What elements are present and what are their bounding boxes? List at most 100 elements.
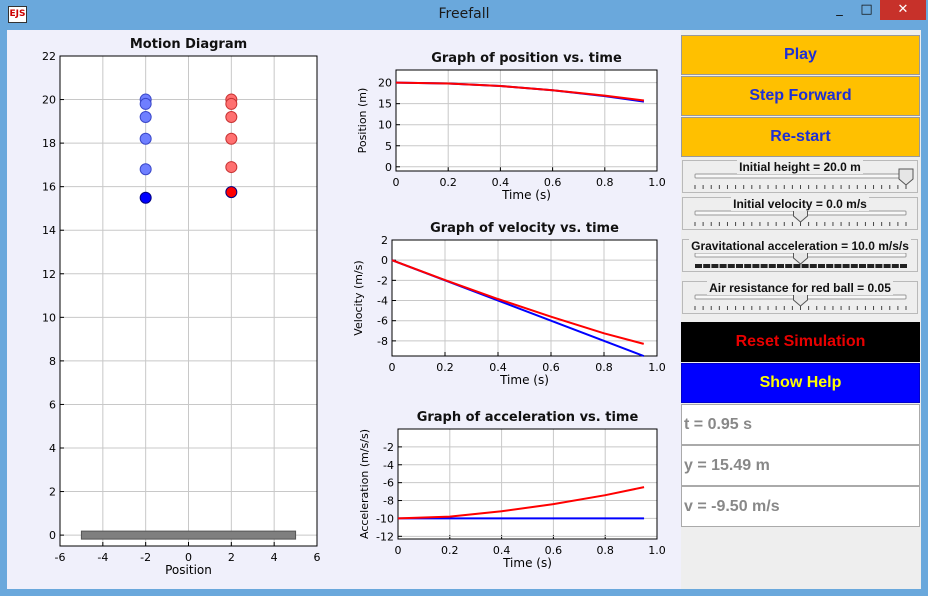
gravity-slider[interactable]: Gravitational acceleration = 10.0 m/s/s (682, 239, 918, 272)
slider-mark (818, 264, 825, 268)
velocity-readout: v = -9.50 m/s (681, 486, 920, 527)
x-axis-label: Position (165, 563, 212, 577)
slider-mark (695, 264, 702, 268)
y-tick-label: 2 (381, 234, 388, 247)
x-tick-label: 0.8 (596, 176, 614, 189)
plot-area: -6 -4 -2 0 2 4 6 0 2 4 6 8 10 12 14 16 18 20 22 Motion Diag… (7, 30, 681, 589)
slider-track[interactable] (683, 161, 917, 192)
y-axis-label: Position (m) (356, 88, 369, 154)
window-title: Freefall (438, 6, 490, 22)
y-tick-label: -12 (376, 530, 394, 543)
slider-mark (711, 264, 719, 268)
slider-mark (859, 264, 866, 268)
y-tick-label: 6 (49, 398, 56, 411)
slider-mark (883, 264, 891, 268)
x-tick-label: 0.6 (545, 544, 563, 557)
step-forward-button[interactable]: Step Forward (681, 76, 920, 116)
slider-mark (875, 264, 883, 268)
x-tick-label: 0.8 (596, 544, 614, 557)
blue-ball-marker (139, 163, 152, 176)
slider-mark (900, 264, 907, 268)
close-button[interactable]: ✕ (880, 0, 926, 20)
blue-ball-marker (139, 97, 152, 110)
x-tick-label: 0 (395, 544, 402, 557)
plot-background (398, 429, 657, 539)
slider-mark (793, 264, 801, 268)
plot-frame (391, 239, 658, 357)
blue-ball-marker (139, 110, 152, 123)
slider-track[interactable] (683, 240, 917, 271)
height-readout: y = 15.49 m (681, 445, 920, 486)
slider-mark (752, 264, 760, 268)
restart-button[interactable]: Re-start (681, 117, 920, 157)
x-tick-label: 0.8 (595, 361, 613, 374)
x-tick-label: -4 (97, 551, 108, 564)
red-ball-marker (225, 110, 238, 123)
x-axis-label: Time (s) (501, 188, 551, 202)
plot-background (396, 70, 657, 171)
slider-label: Initial height = 20.0 m (737, 160, 863, 174)
red-ball-marker (225, 186, 238, 199)
plot-frame (395, 69, 658, 172)
slider-label: Air resistance for red ball = 0.05 (707, 281, 893, 295)
x-axis-label: Time (s) (499, 373, 549, 387)
y-tick-label: -2 (383, 441, 394, 454)
y-tick-label: 20 (42, 94, 56, 107)
x-tick-label: 0.4 (493, 544, 511, 557)
slider-mark (826, 264, 834, 268)
air-resistance-slider[interactable]: Air resistance for red ball = 0.05 (682, 281, 918, 314)
y-tick-label: 8 (49, 355, 56, 368)
slider-mark (842, 264, 850, 268)
app-icon: EJS (8, 6, 27, 23)
y-tick-label: 16 (42, 181, 56, 194)
minimize-button[interactable]: _ (836, 2, 843, 17)
y-tick-label: 14 (42, 224, 56, 237)
slider-mark (719, 264, 727, 268)
chart-title: Graph of position vs. time (431, 51, 622, 66)
x-tick-label: -2 (140, 551, 151, 564)
x-tick-label: 2 (228, 551, 235, 564)
y-tick-label: 4 (49, 442, 56, 455)
plot-frame (397, 428, 658, 540)
slider-mark (867, 264, 875, 268)
slider-track[interactable] (683, 282, 917, 313)
initial-height-slider[interactable]: Initial height = 20.0 m (682, 160, 918, 193)
x-tick-label: 0 (389, 361, 396, 374)
play-button[interactable]: Play (681, 35, 920, 75)
x-tick-label: 0.4 (489, 361, 507, 374)
client-area: -6 -4 -2 0 2 4 6 0 2 4 6 8 10 12 14 16 18 20 22 Motion Diag… (7, 30, 921, 589)
x-tick-label: 0.2 (439, 176, 457, 189)
y-tick-label: -8 (383, 495, 394, 508)
slider-mark (727, 264, 735, 268)
y-tick-label: 12 (42, 268, 56, 281)
plot-background (392, 240, 657, 356)
y-tick-label: -8 (377, 335, 388, 348)
x-tick-label: 0.6 (542, 361, 560, 374)
y-tick-label: 0 (385, 161, 392, 174)
y-tick-label: -6 (377, 315, 388, 328)
title-bar[interactable]: EJS Freefall _ □ ✕ (0, 0, 928, 30)
time-readout: t = 0.95 s (681, 404, 920, 445)
slider-mark (744, 264, 752, 268)
x-tick-label: 1.0 (648, 544, 666, 557)
red-ball-marker (225, 97, 238, 110)
y-tick-label: -6 (383, 477, 394, 490)
y-tick-label: -4 (377, 295, 388, 308)
slider-mark (760, 264, 768, 268)
slider-mark (850, 264, 858, 268)
y-tick-label: 10 (42, 311, 56, 324)
slider-thumb[interactable] (898, 168, 914, 186)
slider-mark (891, 264, 899, 268)
blue-ball-marker (139, 191, 152, 204)
show-help-button[interactable]: Show Help (681, 363, 920, 403)
x-tick-label: 1.0 (648, 361, 666, 374)
slider-mark (809, 264, 817, 268)
y-tick-label: 5 (385, 140, 392, 153)
x-tick-label: 4 (271, 551, 278, 564)
maximize-button[interactable]: □ (860, 2, 873, 17)
reset-simulation-button[interactable]: Reset Simulation (681, 322, 920, 362)
initial-velocity-slider[interactable]: Initial velocity = 0.0 m/s (682, 197, 918, 230)
x-tick-label: 6 (314, 551, 321, 564)
